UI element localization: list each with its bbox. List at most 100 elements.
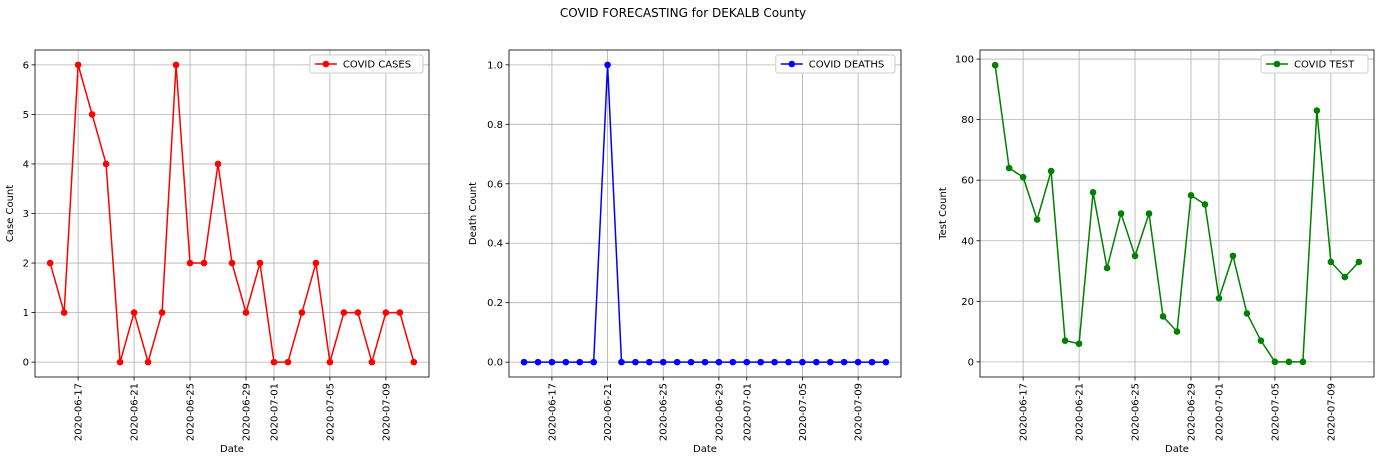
data-point [102, 160, 110, 168]
data-point [673, 358, 681, 366]
legend: COVID DEATHS [775, 54, 896, 74]
data-point [1271, 358, 1279, 366]
data-point [382, 309, 390, 316]
data-point [1313, 107, 1321, 114]
figure-suptitle: COVID FORECASTING for DEKALB County [560, 6, 806, 20]
x-tick-label: 2020-06-17 [547, 383, 558, 441]
data-point [270, 358, 278, 366]
legend-marker [788, 60, 796, 68]
axes-frame [34, 49, 430, 378]
data-point [1355, 258, 1363, 266]
grid [509, 50, 901, 377]
data-point [1257, 337, 1265, 344]
data-point [646, 358, 653, 366]
data-point [1187, 192, 1195, 199]
x-tick-label: 2020-07-05 [1270, 383, 1281, 441]
legend-box [775, 54, 896, 74]
y-tick-label: 0 [23, 358, 29, 369]
y-tick-label: 0.6 [487, 179, 503, 190]
data-point [1117, 210, 1125, 217]
y-tick-label: 0 [968, 357, 974, 368]
y-tick-label: 0.2 [487, 298, 503, 309]
data-point [1327, 258, 1335, 266]
data-point [1215, 294, 1223, 302]
data-point [1201, 201, 1209, 208]
subplot-3: 0 20 40 60 80 100 2020-06-17 2020-06-21 2020-06-… [938, 49, 1375, 455]
data-point [632, 358, 639, 366]
data-point [882, 358, 890, 366]
data-point [1047, 167, 1055, 175]
data-point [868, 358, 876, 366]
data-point [200, 259, 208, 267]
data-point [991, 61, 999, 69]
data-point [659, 358, 667, 366]
x-tick-label: 2020-07-01 [742, 383, 753, 441]
grid [980, 50, 1374, 377]
data-point [1173, 328, 1181, 335]
x-tick-label: 2020-06-29 [241, 383, 252, 441]
data-point [590, 358, 597, 366]
legend-box [1260, 54, 1369, 74]
y-tick-label: 0.8 [487, 120, 503, 131]
data-point [1061, 337, 1069, 344]
legend-box [309, 54, 424, 74]
data-point [604, 61, 611, 69]
legend-marker [1273, 60, 1281, 68]
data-point [60, 309, 68, 316]
legend-label: COVID DEATHS [809, 60, 884, 71]
data-point [74, 61, 82, 69]
y-tick-label: 6 [23, 60, 29, 71]
legend: COVID CASES [309, 54, 424, 74]
data-point [1131, 252, 1139, 260]
x-tick-label: 2020-06-25 [186, 383, 197, 441]
data-point [1159, 313, 1167, 320]
data-point [757, 358, 764, 366]
data-point [340, 309, 348, 316]
data-point [1089, 189, 1097, 196]
data-point [854, 358, 862, 366]
data-point [214, 160, 222, 168]
x-tick-label: 2020-06-21 [130, 383, 141, 441]
data-point [1033, 216, 1041, 223]
data-point [813, 358, 820, 366]
data-point [256, 259, 264, 267]
y-tick-label: 0.4 [487, 239, 503, 250]
data-point [158, 309, 166, 316]
data-point [743, 358, 751, 366]
y-tick-label: 5 [23, 110, 29, 121]
data-point [354, 309, 362, 316]
legend-label: COVID CASES [343, 60, 411, 71]
x-tick-label: 2020-07-05 [798, 383, 809, 441]
data-point [826, 358, 834, 366]
y-tick-label: 40 [961, 236, 974, 247]
y-axis-label: Death Count [468, 182, 479, 245]
data-point [312, 259, 320, 267]
x-tick-label: 2020-06-17 [1019, 383, 1030, 441]
x-tick-label: 2020-06-25 [659, 383, 670, 441]
data-point [1005, 164, 1013, 172]
data-point [396, 309, 404, 316]
legend: COVID TEST [1260, 54, 1369, 74]
y-axis-label: Case Count [5, 185, 16, 242]
data-point [785, 358, 792, 366]
data-point [144, 358, 152, 366]
y-tick-label: 1.0 [487, 60, 503, 71]
y-tick-label: 2 [23, 259, 29, 270]
data-point [729, 358, 737, 366]
x-axis-label: Date [220, 444, 244, 455]
x-tick-label: 2020-06-21 [1075, 383, 1086, 441]
data-point [88, 111, 96, 118]
data-point [562, 358, 570, 366]
data-point [1145, 210, 1153, 217]
x-tick-label: 2020-06-17 [74, 383, 85, 441]
legend-label: COVID TEST [1294, 60, 1355, 71]
data-point [771, 358, 778, 366]
x-axis-label: Date [1165, 444, 1189, 455]
y-tick-label: 100 [955, 55, 974, 66]
data-point [1341, 273, 1349, 281]
data-point [799, 358, 806, 366]
legend-marker [322, 60, 330, 68]
y-tick-label: 4 [23, 159, 29, 170]
